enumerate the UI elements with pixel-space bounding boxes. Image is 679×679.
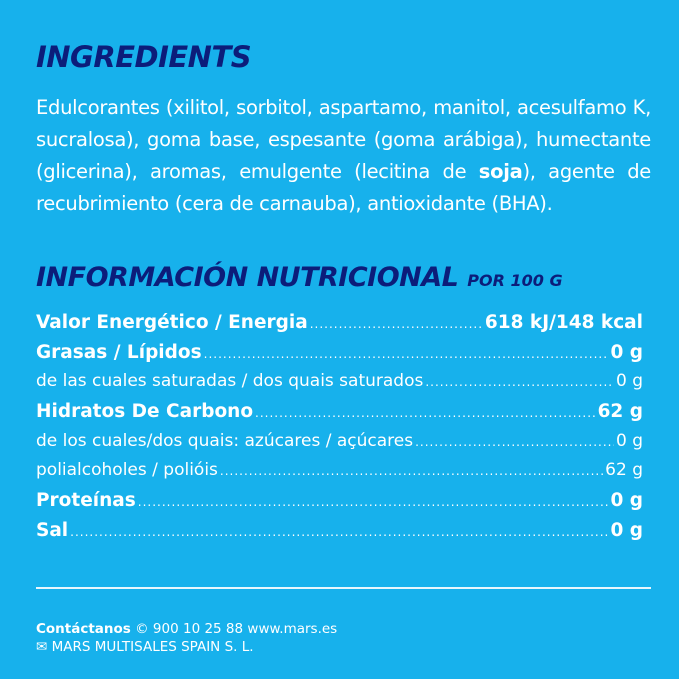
nutrient-label: Valor Energético / Energia bbox=[36, 312, 308, 333]
nutrient-value: 618 kJ/148 kcal bbox=[484, 312, 643, 333]
nutrition-row: Hidratos De Carbono 62 g bbox=[36, 401, 643, 431]
nutrient-label: Proteínas bbox=[36, 490, 136, 512]
nutrient-value: 62 g bbox=[597, 401, 643, 423]
nutrition-row: Grasas / Lípidos 0 g bbox=[36, 342, 643, 372]
leader-dots bbox=[415, 435, 614, 449]
leader-dots bbox=[310, 317, 483, 331]
footer: Contáctanos © 900 10 25 88 www.mars.es ✉… bbox=[36, 620, 337, 656]
nutrient-value: 0 g bbox=[615, 430, 643, 451]
nutrition-row: de los cuales/dos quais: azúcares / açúc… bbox=[36, 431, 643, 461]
divider bbox=[36, 587, 651, 589]
nutrient-label: de los cuales/dos quais: azúcares / açúc… bbox=[36, 430, 414, 451]
nutrition-row: Valor Energético / Energia 618 kJ/148 kca… bbox=[36, 312, 643, 342]
nutrition-row: de las cuales saturadas / dos quais satu… bbox=[36, 371, 643, 401]
leader-dots bbox=[70, 525, 608, 539]
nutrient-value: 0 g bbox=[610, 490, 643, 512]
nutrient-value: 0 g bbox=[615, 371, 643, 392]
contact-label: Contáctanos bbox=[36, 621, 131, 637]
company-name: ✉ MARS MULTISALES SPAIN S. L. bbox=[36, 639, 254, 655]
nutrition-subtitle: POR 100 G bbox=[467, 271, 563, 290]
nutrient-value: 62 g bbox=[605, 460, 643, 481]
ingredients-text: Edulcorantes (xilitol, sorbitol, asparta… bbox=[36, 96, 651, 215]
nutrition-row: polialcoholes / polióis 62 g bbox=[36, 460, 643, 490]
nutrient-value: 0 g bbox=[610, 341, 643, 363]
nutrient-label: Hidratos De Carbono bbox=[36, 401, 254, 423]
nutrition-title: INFORMACIÓN NUTRICIONAL POR 100 G bbox=[36, 262, 563, 293]
contact-info: © 900 10 25 88 www.mars.es bbox=[135, 621, 338, 637]
leader-dots bbox=[220, 464, 603, 478]
nutrition-row: Sal 0 g bbox=[36, 520, 643, 550]
nutrition-table: Valor Energético / Energia 618 kJ/148 kca… bbox=[36, 312, 643, 550]
nutrient-label: polialcoholes / polióis bbox=[36, 460, 218, 481]
nutrient-label: de las cuales saturadas / dos quais satu… bbox=[36, 371, 424, 392]
allergen-soja: soja bbox=[478, 160, 523, 183]
leader-dots bbox=[204, 347, 609, 361]
nutrient-label: Grasas / Lípidos bbox=[36, 341, 202, 363]
leader-dots bbox=[138, 495, 609, 509]
nutrient-label: Sal bbox=[36, 519, 69, 541]
ingredients-title: INGREDIENTS bbox=[36, 40, 252, 74]
nutrition-row: Proteínas 0 g bbox=[36, 490, 643, 520]
leader-dots bbox=[255, 406, 596, 420]
nutrient-value: 0 g bbox=[610, 519, 643, 541]
leader-dots bbox=[425, 375, 614, 389]
